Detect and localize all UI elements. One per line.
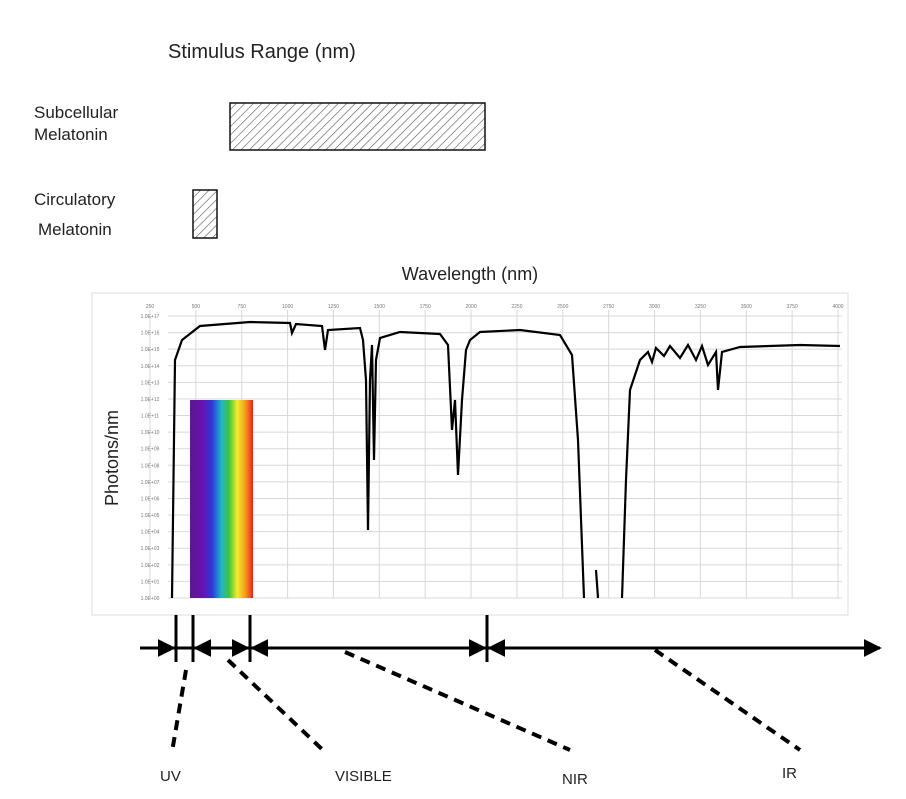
x-tick-label: 2750 [603,304,614,310]
y-tick-label: 1.0E+14 [141,364,160,370]
x-tick-label: 2500 [557,304,568,310]
band-label: VISIBLE [335,768,392,785]
leader-line [653,648,802,752]
grid: 250 500 750 1000 1250 1500 1750 2000 2250 2500 275… [141,304,844,602]
y-tick-label: 1.0E+16 [141,331,160,337]
stimulus-range [229,102,486,151]
spectrum-chart: 250 500 750 1000 1250 1500 1750 2000 2250 2500 275… [91,292,849,616]
leader-line [226,658,327,754]
band-axis [140,615,882,754]
x-tick-label: 1000 [282,304,293,310]
y-tick-label: 1.0E+03 [141,546,160,552]
x-tick-label: 750 [238,304,247,310]
spectrum-curve [170,320,841,599]
y-tick-label: 1.0E+15 [141,347,160,353]
y-tick-label: 1.0E+17 [141,314,160,320]
stimulus-range [192,189,218,239]
x-axis-label: Wavelength (nm) [402,264,538,284]
y-tick-label: 1.0E+01 [141,579,160,585]
band-label: UV [160,768,181,785]
visible-spectrum [190,400,253,598]
y-tick-label: 1.0E+11 [141,414,160,420]
x-tick-label: 1250 [328,304,339,310]
x-tick-label: 1500 [374,304,385,310]
x-tick-label: 250 [146,304,155,310]
x-tick-label: 2250 [511,304,522,310]
stimulus-label: Subcellular [34,103,118,122]
y-tick-label: 1.0E+00 [141,596,160,602]
x-tick-label: 3000 [649,304,660,310]
stimulus-label: Melatonin [38,220,112,239]
y-tick-label: 1.0E+10 [141,430,160,436]
leader-line [170,669,188,753]
y-tick-label: 1.0E+07 [141,480,160,486]
stimulus-label: Circulatory [34,190,116,209]
band-label: NIR [562,771,588,788]
title: Stimulus Range (nm) [168,41,356,63]
x-tick-label: 3500 [741,304,752,310]
y-tick-label: 1.0E+08 [141,463,160,469]
leader-line [344,650,571,752]
y-tick-label: 1.0E+04 [141,530,160,536]
stimulus-label: Melatonin [34,125,108,144]
x-tick-label: 4000 [832,304,843,310]
y-tick-label: 1.0E+05 [141,513,160,519]
x-tick-label: 3250 [695,304,706,310]
y-tick-label: 1.0E+06 [141,496,160,502]
x-tick-label: 500 [192,304,201,310]
y-tick-label: 1.0E+09 [141,447,160,453]
y-tick-label: 1.0E+12 [141,397,160,403]
y-tick-label: 1.0E+02 [141,563,160,569]
x-tick-label: 2000 [466,304,477,310]
x-tick-label: 1750 [420,304,431,310]
y-tick-label: 1.0E+13 [141,380,160,386]
x-tick-label: 3750 [787,304,798,310]
y-axis-label: Photons/nm [102,410,122,506]
band-label: IR [782,765,797,782]
